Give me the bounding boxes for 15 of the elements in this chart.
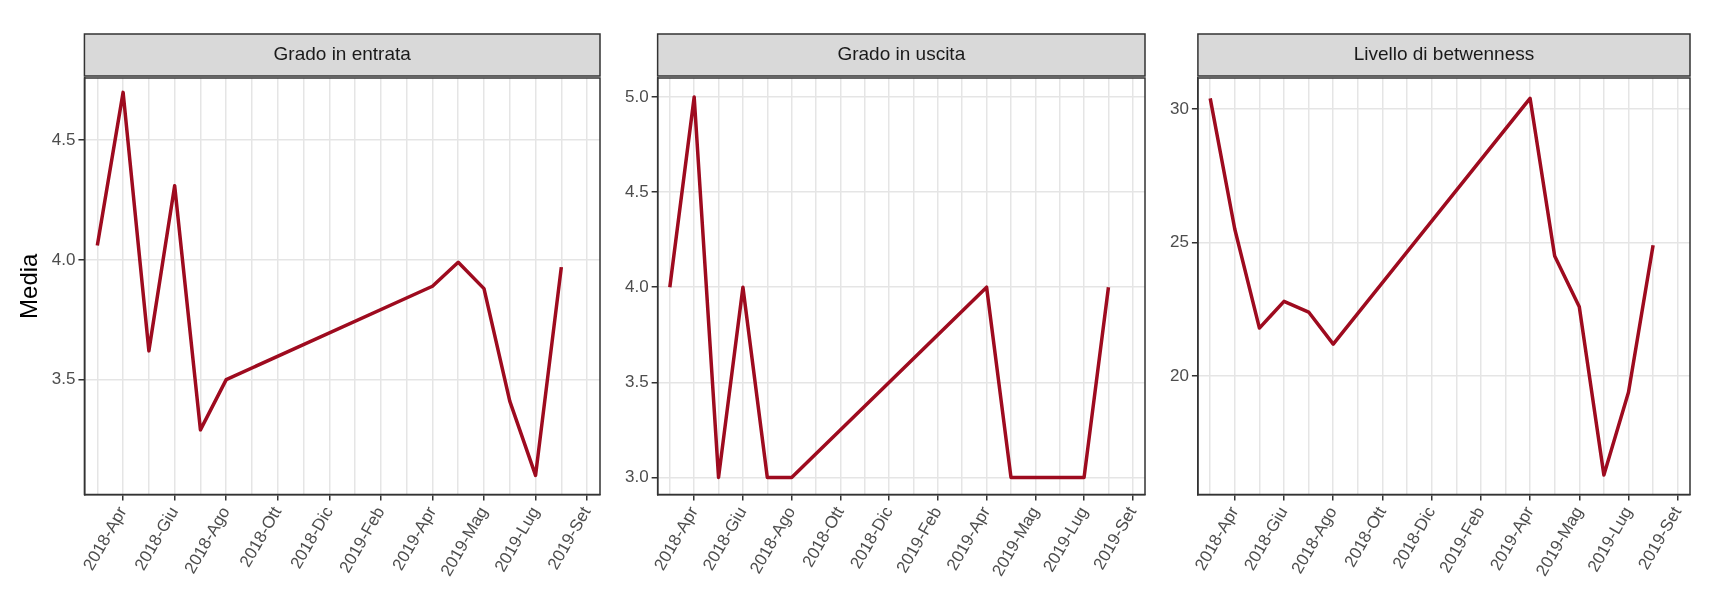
- y-tick-label: 4.0: [51, 249, 76, 269]
- y-tick-label: 4.5: [624, 181, 649, 201]
- y-tick-label: 25: [1169, 232, 1189, 252]
- y-tick-label: 30: [1169, 98, 1189, 118]
- y-tick-label: 3.0: [624, 467, 649, 487]
- y-tick-label: 4.0: [624, 276, 649, 296]
- chart-title: Grado in entrata: [273, 43, 412, 65]
- chart-title: Grado in uscita: [837, 43, 966, 65]
- chart-title: Livello di betwenness: [1353, 43, 1535, 65]
- y-tick-label: 3.5: [624, 371, 649, 391]
- y-tick-label: 5.0: [624, 86, 649, 106]
- y-axis-title: Media: [15, 252, 43, 319]
- y-tick-label: 4.5: [51, 129, 76, 149]
- y-tick-label: 3.5: [51, 369, 76, 389]
- y-tick-label: 20: [1169, 365, 1189, 385]
